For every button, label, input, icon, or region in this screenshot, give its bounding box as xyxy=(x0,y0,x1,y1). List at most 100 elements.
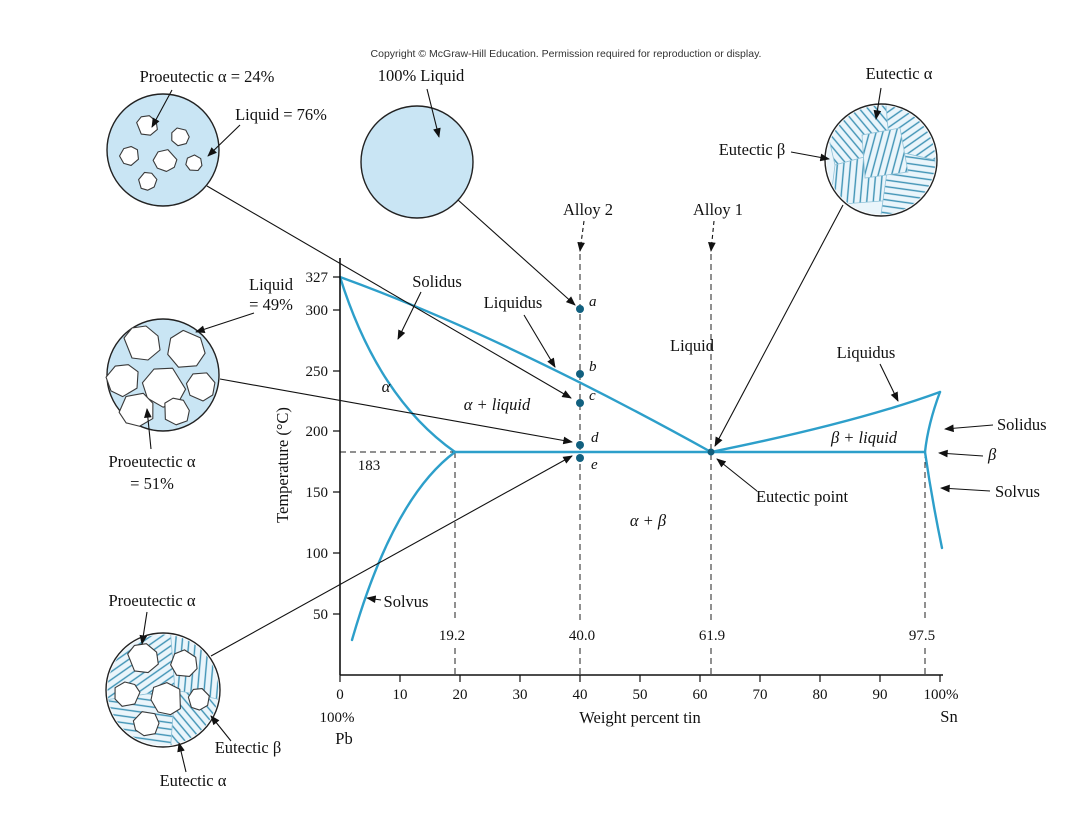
beta-right-arrow xyxy=(938,449,984,458)
x-tick-label: 70 xyxy=(753,687,768,703)
eutectic-beta-label: Eutectic β xyxy=(215,738,282,757)
liquidus-left-arrow xyxy=(523,314,556,368)
beta-right-label: β xyxy=(987,445,997,464)
liquidus-right-curve xyxy=(709,390,942,454)
x-tick-label: 0 xyxy=(336,687,344,703)
eutectic-lamellae-texture xyxy=(826,105,936,215)
y-tick-label: 327 xyxy=(306,270,329,286)
liquid-49-label-line1: Liquid xyxy=(249,275,294,294)
micrograph-top-left: Proeutectic α = 24% Liquid = 76% xyxy=(106,67,327,207)
liquid-76-arrow xyxy=(207,124,241,157)
liquidus-left-curve xyxy=(338,275,713,454)
region-liquid: Liquid xyxy=(670,336,715,355)
beta-min-value: 97.5 xyxy=(909,628,935,644)
solidus-right-label: Solidus xyxy=(997,415,1047,434)
connector-bottomleft-to-e xyxy=(210,455,573,657)
copyright-notice: Copyright © McGraw-Hill Education. Permi… xyxy=(371,48,762,60)
solidus-left-curve xyxy=(338,275,457,454)
x-tick-label: 100% xyxy=(924,687,959,703)
region-labels: α α + liquid Liquid β + liquid α + β xyxy=(382,336,898,530)
x-axis-ticks xyxy=(339,675,941,682)
origin-pct-label: 100% xyxy=(320,710,355,726)
eutectic-alpha-arrow xyxy=(177,742,187,773)
eutectic-point-marker xyxy=(707,448,715,456)
y-tick-label: 300 xyxy=(306,303,329,319)
proeutectic-alpha-24-label: Proeutectic α = 24% xyxy=(140,67,275,86)
eutectic-comp-value: 61.9 xyxy=(699,628,725,644)
micrograph-circle xyxy=(105,632,221,748)
x-tick-label: 90 xyxy=(873,687,888,703)
phase-boundaries xyxy=(338,275,944,642)
liquidus-left-label: Liquidus xyxy=(484,293,543,312)
micrograph-connectors xyxy=(206,185,844,657)
proeutectic-alpha-51-label-line2: = 51% xyxy=(130,474,174,493)
solidus-right-arrow xyxy=(944,424,994,433)
solidus-left-label: Solidus xyxy=(412,272,462,291)
y-axis-tick-labels: 327 300 250 200 150 100 50 xyxy=(306,270,329,623)
eutectic-alpha-label: Eutectic α xyxy=(160,771,227,790)
x-tick-label: 10 xyxy=(393,687,408,703)
alloy2-label: Alloy 2 xyxy=(563,200,613,219)
y-axis-ticks xyxy=(333,276,340,615)
proeutectic-alpha-arrow xyxy=(139,611,148,645)
eutectic-beta-arrow xyxy=(790,151,830,162)
point-c-label: c xyxy=(589,388,596,404)
x-axis-tick-labels: 0 10 20 30 40 50 60 70 80 90 100% xyxy=(336,687,958,703)
solidus-left-arrow xyxy=(397,291,422,340)
solvus-left-arrow xyxy=(366,595,382,604)
alpha-max-value: 19.2 xyxy=(439,628,465,644)
point-e-label: e xyxy=(591,457,598,473)
liquid-76-label: Liquid = 76% xyxy=(235,105,327,124)
proeutectic-alpha-51-arrow xyxy=(144,408,152,450)
point-d-marker xyxy=(576,441,584,449)
axes: 327 300 250 200 150 100 50 0 10 20 30 40… xyxy=(273,258,959,748)
micrograph-top-center: 100% Liquid xyxy=(360,66,474,219)
x-tick-label: 80 xyxy=(813,687,828,703)
micrograph-mid-left: Liquid = 49% Proeutectic α = 51% xyxy=(102,275,294,493)
eutectic-beta-label: Eutectic β xyxy=(719,140,786,159)
y-tick-label: 100 xyxy=(306,546,329,562)
proeutectic-alpha-label: Proeutectic α xyxy=(109,591,196,610)
plot-area: 183 19.2 40.0 61.9 97.5 xyxy=(273,200,1047,748)
eutectic-point-arrow xyxy=(716,458,758,492)
y-tick-label: 150 xyxy=(306,485,329,501)
x-tick-label: 40 xyxy=(573,687,588,703)
connector-topright-to-eutectic xyxy=(714,204,844,447)
cooling-points: a b c d e xyxy=(576,294,715,473)
point-a-marker xyxy=(576,305,584,313)
region-alpha: α xyxy=(382,377,391,396)
eutectic-point-label: Eutectic point xyxy=(756,487,849,506)
region-beta-liquid: β + liquid xyxy=(830,428,898,447)
liquidus-right-label: Liquidus xyxy=(837,343,896,362)
micrograph-circle xyxy=(106,93,220,207)
alloy2-comp-value: 40.0 xyxy=(569,628,595,644)
solvus-right-curve xyxy=(923,450,944,550)
liquid-100-label: 100% Liquid xyxy=(378,66,465,85)
region-alpha-liquid: α + liquid xyxy=(464,395,531,414)
micrograph-top-right: Eutectic α Eutectic β xyxy=(719,64,938,217)
connector-topcenter-to-a xyxy=(457,199,576,306)
region-alpha-beta: α + β xyxy=(630,511,667,530)
x-tick-label: 50 xyxy=(633,687,648,703)
solvus-right-arrow xyxy=(940,484,991,493)
eutectic-beta-arrow xyxy=(210,715,232,742)
alloy1-arrow xyxy=(708,220,716,252)
liquid-49-arrow xyxy=(195,312,255,333)
micrograph-bottom-left: Proeutectic α Eutectic β Eutectic α xyxy=(105,591,282,790)
point-b-label: b xyxy=(589,359,597,375)
connector-topleft-to-c xyxy=(206,185,572,399)
micrograph-circle xyxy=(360,105,474,219)
proeutectic-alpha-24-arrow xyxy=(151,89,173,128)
x-tick-label: 30 xyxy=(513,687,528,703)
solvus-right-label: Solvus xyxy=(995,482,1040,501)
eutectic-temp-value: 183 xyxy=(358,458,381,474)
point-b-marker xyxy=(576,370,584,378)
eutectic-alpha-arrow xyxy=(873,87,882,120)
solidus-right-curve xyxy=(923,390,942,454)
proeutectic-alpha-51-label-line1: Proeutectic α xyxy=(109,452,196,471)
origin-element-label: Pb xyxy=(335,729,352,748)
y-tick-label: 50 xyxy=(313,607,328,623)
point-c-marker xyxy=(576,399,584,407)
